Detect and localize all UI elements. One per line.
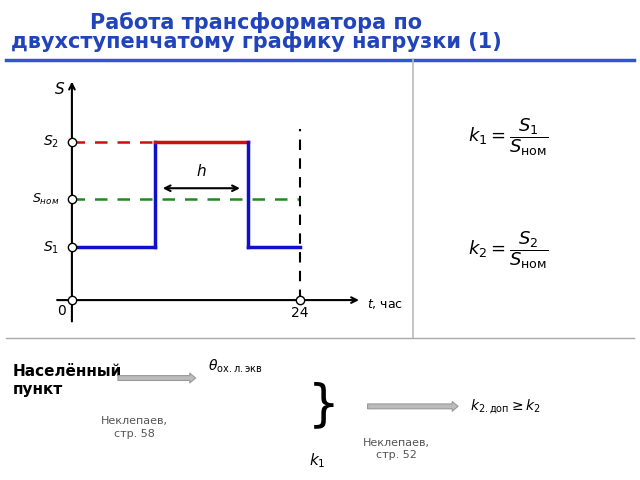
Text: $k_{2.\mathrm{доп}} \geq k_2$: $k_{2.\mathrm{доп}} \geq k_2$	[470, 397, 541, 416]
Text: $\theta_{\mathrm{ох.л.экв}}$: $\theta_{\mathrm{ох.л.экв}}$	[208, 358, 262, 375]
Text: $k_2 = \dfrac{S_2}{S_{\mathsf{ном}}}$: $k_2 = \dfrac{S_2}{S_{\mathsf{ном}}}$	[468, 229, 548, 271]
Text: $S_1$: $S_1$	[44, 239, 60, 256]
Text: двухступенчатому графику нагрузки (1): двухступенчатому графику нагрузки (1)	[11, 31, 501, 52]
Text: $k_1 = \dfrac{S_1}{S_{\mathsf{ном}}}$: $k_1 = \dfrac{S_1}{S_{\mathsf{ном}}}$	[468, 116, 548, 158]
Text: $k_1$: $k_1$	[308, 451, 325, 469]
Text: Населённый
пункт: Населённый пункт	[13, 364, 122, 397]
Text: $S_{ном}$: $S_{ном}$	[32, 192, 60, 207]
Text: $h$: $h$	[196, 163, 207, 179]
Text: $S$: $S$	[54, 81, 65, 97]
Text: 24: 24	[291, 306, 308, 320]
Text: 0: 0	[57, 304, 66, 318]
Text: $t$, час: $t$, час	[367, 297, 403, 311]
Text: $S_2$: $S_2$	[44, 134, 60, 150]
Text: Работа трансформатора по: Работа трансформатора по	[90, 12, 422, 33]
Text: }: }	[307, 381, 339, 429]
Text: Неклепаев,
стр. 58: Неклепаев, стр. 58	[101, 416, 168, 439]
Text: Неклепаев,
стр. 52: Неклепаев, стр. 52	[364, 438, 430, 460]
